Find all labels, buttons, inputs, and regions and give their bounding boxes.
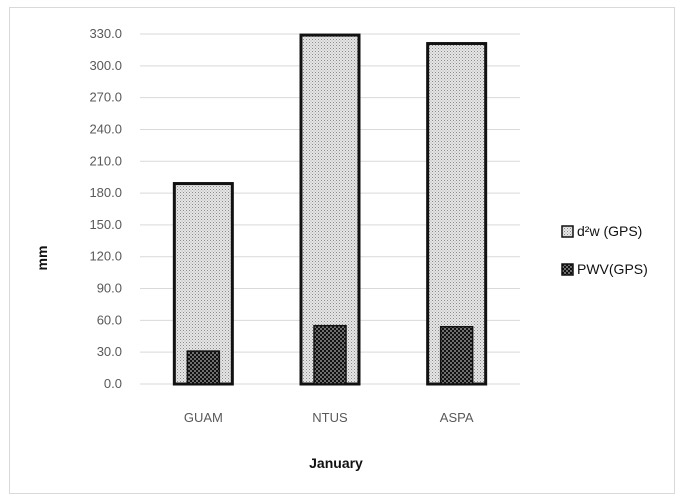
legend-swatch [561, 263, 574, 276]
y-tick-label: 210.0 [89, 153, 122, 168]
y-tick-label: 0.0 [104, 376, 122, 391]
x-axis-title: January [309, 455, 363, 471]
y-tick-label: 180.0 [89, 185, 122, 200]
y-tick-label: 30.0 [97, 344, 122, 359]
legend-label: d²w (GPS) [577, 223, 642, 239]
x-tick-label: ASPA [440, 410, 474, 425]
y-tick-label: 240.0 [89, 121, 122, 136]
y-tick-label: 300.0 [89, 58, 122, 73]
x-axis-tick-labels: GUAM NTUS ASPA [184, 410, 474, 425]
y-axis-title: mm [34, 246, 50, 271]
y-tick-label: 60.0 [97, 312, 122, 327]
x-tick-label: NTUS [312, 410, 348, 425]
y-tick-label: 120.0 [89, 249, 122, 264]
bar-ntus-pwv [313, 324, 347, 385]
x-tick-label: GUAM [184, 410, 223, 425]
y-tick-label: 90.0 [97, 281, 122, 296]
legend: d²w (GPS) PWV(GPS) [561, 223, 648, 277]
bars [172, 33, 488, 386]
bar-guam-pwv [186, 350, 221, 385]
y-tick-label: 330.0 [89, 26, 122, 41]
y-tick-label: 150.0 [89, 217, 122, 232]
y-axis-tick-labels: 0.0 30.0 60.0 90.0 120.0 150.0 180.0 210.0 240.0… [89, 26, 122, 391]
legend-label: PWV(GPS) [577, 261, 648, 277]
legend-swatch [561, 225, 574, 238]
bar-aspa-pwv [439, 325, 474, 385]
y-tick-label: 270.0 [89, 90, 122, 105]
